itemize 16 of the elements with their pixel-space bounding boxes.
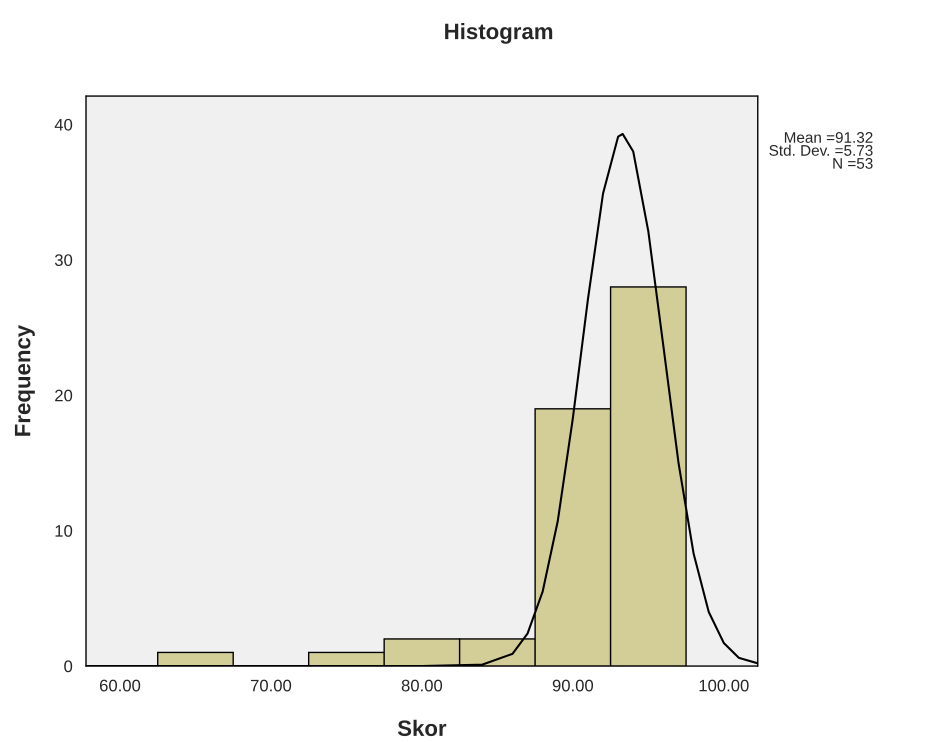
- y-tick-label: 30: [54, 254, 72, 266]
- text: Mean =91.32: [784, 132, 873, 143]
- y-tick-label: 20: [55, 390, 72, 402]
- x-tick-label: 70.00: [250, 680, 292, 692]
- chart-title: Histogram: [445, 22, 552, 44]
- x-tick-label: 60.00: [100, 680, 140, 692]
- y-axis-title: Frequency: [14, 324, 35, 436]
- x-axis-title: Skor: [398, 720, 446, 736]
- text: Std. Dev. =5.73: [769, 144, 873, 156]
- y-tick-label: 0: [64, 660, 72, 672]
- x-tick-label: 100.00: [700, 680, 749, 692]
- y-tick-label: 10: [56, 525, 72, 537]
- x-tick-label: 90.00: [552, 680, 594, 692]
- y-tick-label: 40: [54, 118, 72, 131]
- x-tick-label: 80.00: [402, 680, 442, 692]
- text: N =53: [833, 158, 873, 169]
